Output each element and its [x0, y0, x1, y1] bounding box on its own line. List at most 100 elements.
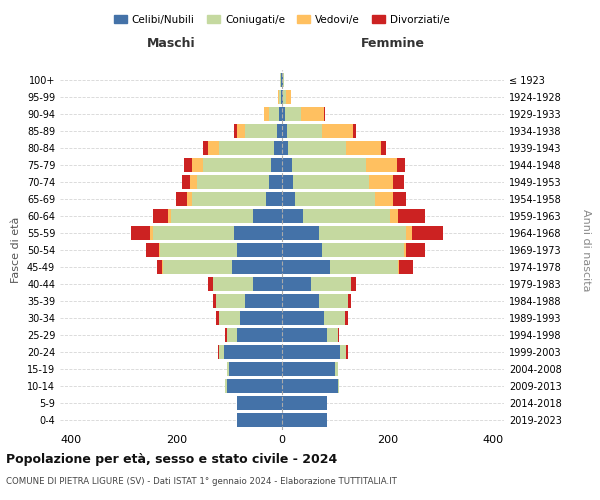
- Bar: [289, 142, 346, 155]
- Bar: [282, 176, 293, 189]
- Bar: [348, 294, 351, 308]
- Bar: [282, 294, 319, 308]
- Bar: [152, 209, 169, 223]
- Bar: [227, 379, 282, 392]
- Bar: [374, 192, 393, 206]
- Bar: [327, 328, 337, 342]
- Bar: [235, 124, 237, 138]
- Bar: [346, 142, 381, 155]
- Bar: [400, 260, 413, 274]
- Bar: [192, 192, 266, 206]
- Bar: [229, 362, 282, 376]
- Text: Femmine: Femmine: [361, 37, 425, 50]
- Bar: [182, 176, 190, 189]
- Bar: [351, 277, 356, 291]
- Bar: [237, 396, 282, 409]
- Bar: [208, 277, 213, 291]
- Bar: [337, 379, 338, 392]
- Bar: [176, 192, 187, 206]
- Bar: [324, 311, 346, 324]
- Bar: [282, 90, 283, 104]
- Bar: [163, 260, 232, 274]
- Bar: [253, 277, 282, 291]
- Bar: [340, 345, 346, 358]
- Text: Maschi: Maschi: [146, 37, 196, 50]
- Bar: [203, 142, 208, 155]
- Bar: [237, 124, 245, 138]
- Bar: [245, 124, 277, 138]
- Bar: [281, 74, 282, 87]
- Bar: [303, 209, 391, 223]
- Bar: [282, 345, 340, 358]
- Bar: [311, 277, 351, 291]
- Bar: [146, 243, 159, 257]
- Bar: [157, 260, 162, 274]
- Bar: [281, 90, 282, 104]
- Bar: [353, 124, 356, 138]
- Bar: [216, 294, 245, 308]
- Bar: [404, 243, 406, 257]
- Text: COMUNE DI PIETRA LIGURE (SV) - Dati ISTAT 1° gennaio 2024 - Elaborazione TUTTITA: COMUNE DI PIETRA LIGURE (SV) - Dati ISTA…: [6, 478, 397, 486]
- Bar: [365, 158, 397, 172]
- Bar: [218, 142, 274, 155]
- Bar: [282, 243, 322, 257]
- Bar: [295, 192, 374, 206]
- Bar: [412, 226, 443, 240]
- Bar: [226, 328, 227, 342]
- Bar: [190, 176, 197, 189]
- Bar: [269, 176, 282, 189]
- Bar: [282, 124, 287, 138]
- Bar: [187, 192, 192, 206]
- Bar: [226, 379, 227, 392]
- Bar: [263, 108, 269, 121]
- Bar: [393, 176, 404, 189]
- Bar: [184, 158, 192, 172]
- Bar: [335, 362, 338, 376]
- Bar: [159, 243, 160, 257]
- Bar: [397, 158, 405, 172]
- Bar: [292, 158, 365, 172]
- Bar: [227, 362, 229, 376]
- Bar: [271, 158, 282, 172]
- Bar: [301, 108, 324, 121]
- Bar: [282, 362, 335, 376]
- Bar: [369, 176, 393, 189]
- Bar: [282, 260, 329, 274]
- Bar: [287, 124, 322, 138]
- Text: Popolazione per età, sesso e stato civile - 2024: Popolazione per età, sesso e stato civil…: [6, 452, 337, 466]
- Bar: [283, 90, 286, 104]
- Y-axis label: Fasce di età: Fasce di età: [11, 217, 21, 283]
- Bar: [406, 243, 425, 257]
- Bar: [391, 209, 398, 223]
- Bar: [213, 294, 216, 308]
- Bar: [337, 328, 338, 342]
- Y-axis label: Anni di nascita: Anni di nascita: [581, 209, 591, 291]
- Bar: [346, 345, 347, 358]
- Bar: [282, 226, 319, 240]
- Bar: [171, 209, 253, 223]
- Bar: [393, 192, 406, 206]
- Bar: [232, 260, 282, 274]
- Bar: [197, 176, 269, 189]
- Bar: [277, 124, 282, 138]
- Bar: [282, 328, 327, 342]
- Bar: [266, 192, 282, 206]
- Bar: [324, 108, 325, 121]
- Bar: [319, 294, 348, 308]
- Bar: [346, 311, 348, 324]
- Bar: [160, 243, 237, 257]
- Bar: [274, 142, 282, 155]
- Bar: [282, 158, 292, 172]
- Bar: [208, 142, 218, 155]
- Bar: [282, 396, 327, 409]
- Bar: [406, 226, 412, 240]
- Bar: [398, 260, 400, 274]
- Bar: [162, 260, 163, 274]
- Bar: [235, 226, 282, 240]
- Bar: [218, 311, 240, 324]
- Bar: [286, 90, 291, 104]
- Bar: [227, 328, 237, 342]
- Legend: Celibi/Nubili, Coniugati/e, Vedovi/e, Divorziati/e: Celibi/Nubili, Coniugati/e, Vedovi/e, Di…: [110, 10, 454, 29]
- Bar: [322, 243, 404, 257]
- Bar: [237, 413, 282, 426]
